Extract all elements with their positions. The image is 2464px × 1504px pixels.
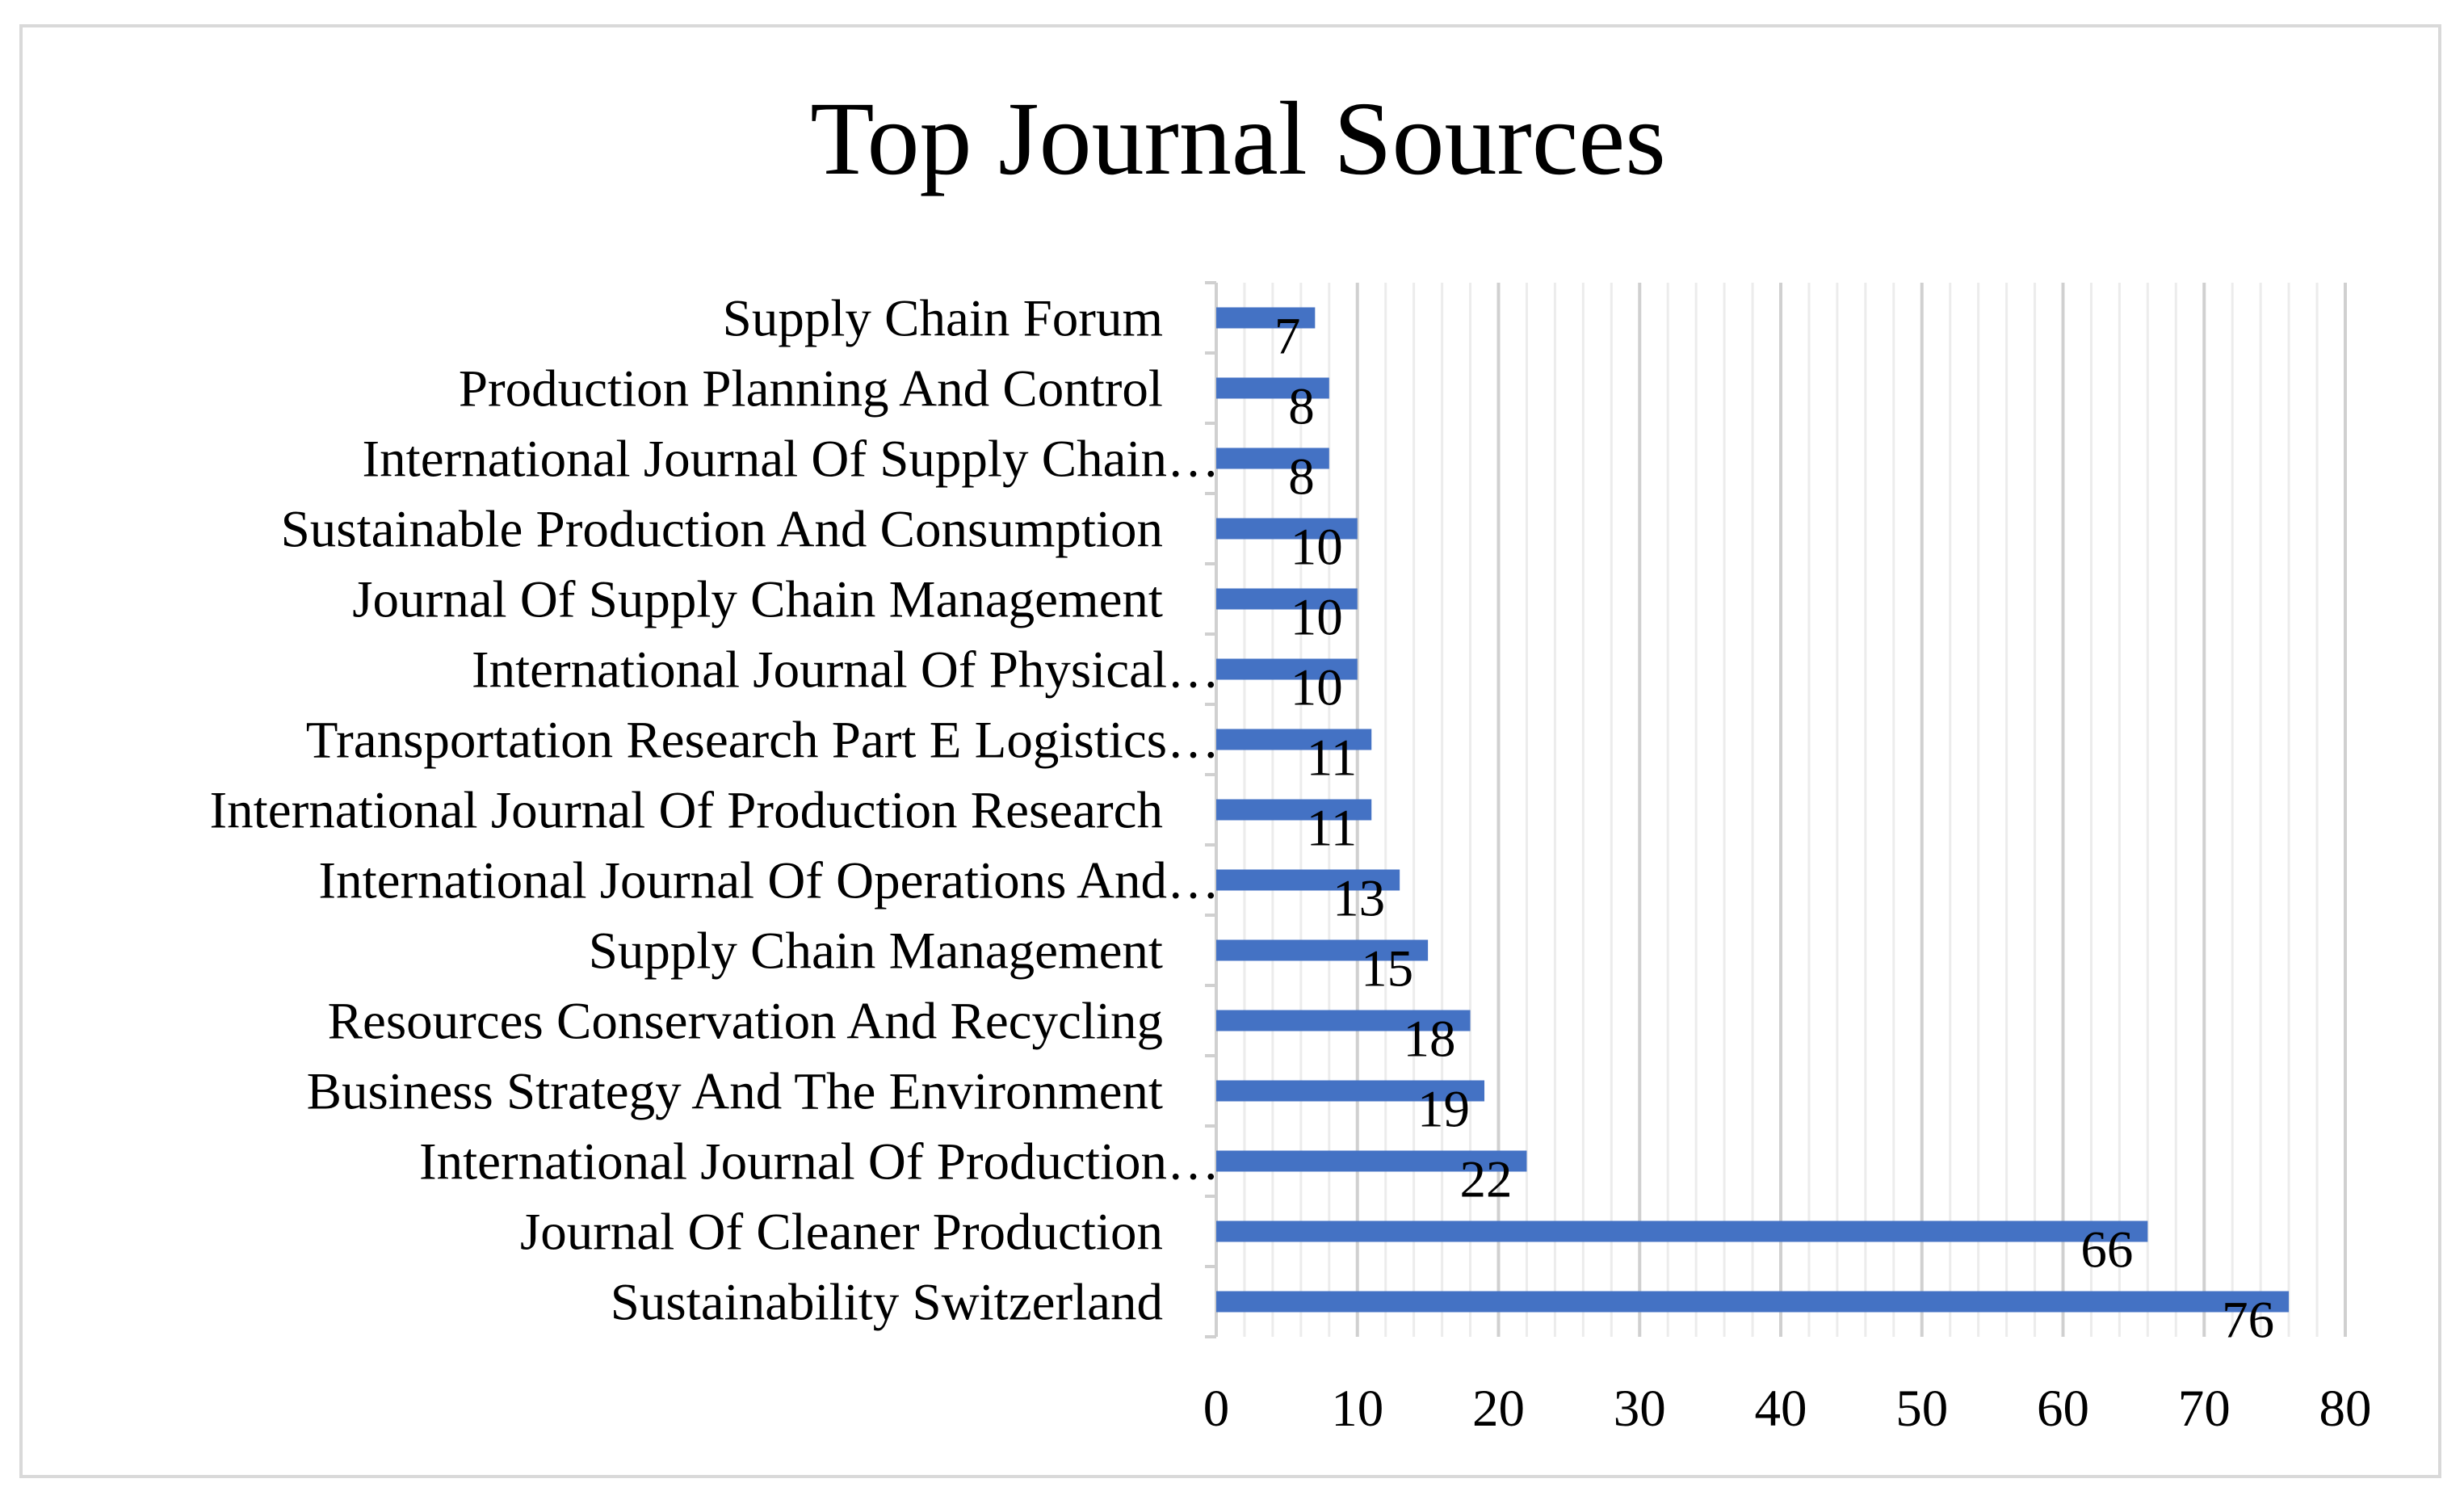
x-tick-label: 30 <box>1614 1380 1666 1438</box>
bar <box>1216 1220 2148 1242</box>
category-label: International Journal Of Production… <box>419 1133 1219 1191</box>
data-label: 10 <box>1291 659 1343 717</box>
bar <box>1216 658 1358 680</box>
category-label: Supply Chain Management <box>589 922 1163 981</box>
x-tick-label: 10 <box>1331 1380 1383 1438</box>
category-label: Production Planning And Control <box>459 360 1163 418</box>
chart-title: Top Journal Sources <box>810 81 1666 197</box>
x-tick-label: 20 <box>1472 1380 1525 1438</box>
category-label: International Journal Of Production Rese… <box>210 782 1163 840</box>
data-label: 76 <box>2222 1292 2274 1350</box>
category-label: Resources Conservation And Recycling <box>328 993 1163 1051</box>
x-tick-label: 0 <box>1203 1380 1230 1438</box>
gridlines <box>1243 283 2347 1337</box>
category-label: International Journal Of Supply Chain… <box>363 431 1220 489</box>
category-label: Business Strategy And The Environment <box>307 1063 1163 1121</box>
category-label: International Journal Of Physical… <box>472 641 1219 699</box>
x-tick-label: 80 <box>2319 1380 2372 1438</box>
bar <box>1216 1291 2290 1313</box>
category-label: Supply Chain Forum <box>723 290 1163 348</box>
data-label: 10 <box>1291 519 1343 577</box>
category-label: Sustainable Production And Consumption <box>281 501 1163 559</box>
bar <box>1216 377 1329 399</box>
data-label: 8 <box>1288 378 1315 436</box>
bar <box>1216 799 1372 821</box>
data-label: 11 <box>1307 800 1358 858</box>
data-label: 66 <box>2080 1221 2133 1279</box>
data-label: 11 <box>1307 729 1358 788</box>
bar <box>1216 307 1316 329</box>
category-label: International Journal Of Operations And… <box>318 852 1219 910</box>
data-labels: 7 8 8 10 10 10 11 11 13 15 18 19 22 66 76 <box>1274 308 2274 1350</box>
x-tick-label: 70 <box>2178 1380 2231 1438</box>
bar <box>1216 939 1429 961</box>
x-tick-label: 60 <box>2037 1380 2089 1438</box>
data-label: 10 <box>1291 589 1343 647</box>
bar <box>1216 1150 1527 1172</box>
data-label: 13 <box>1333 870 1385 928</box>
x-tick-label: 50 <box>1895 1380 1948 1438</box>
data-label: 7 <box>1274 308 1301 366</box>
bar <box>1216 869 1400 891</box>
data-label: 15 <box>1361 940 1413 998</box>
bar <box>1216 1010 1471 1031</box>
bar <box>1216 518 1358 540</box>
x-tick-labels: 0 10 20 30 40 50 60 70 80 <box>1203 1380 2372 1438</box>
data-label: 19 <box>1417 1081 1470 1139</box>
category-label: Journal Of Cleaner Production <box>520 1204 1163 1262</box>
x-tick-label: 40 <box>1755 1380 1807 1438</box>
data-label: 22 <box>1459 1151 1512 1209</box>
category-label: Journal Of Supply Chain Management <box>352 571 1163 629</box>
data-label: 8 <box>1288 448 1315 506</box>
category-label: Transportation Research Part E Logistics… <box>306 712 1219 770</box>
bars <box>1216 307 2290 1313</box>
bar <box>1216 729 1372 750</box>
bar <box>1216 1080 1485 1102</box>
data-label: 18 <box>1404 1010 1456 1069</box>
bar <box>1216 447 1329 469</box>
category-label: Sustainability Switzerland <box>611 1274 1163 1332</box>
category-labels: Supply Chain Forum Production Planning An… <box>210 290 1219 1332</box>
bar <box>1216 588 1358 610</box>
